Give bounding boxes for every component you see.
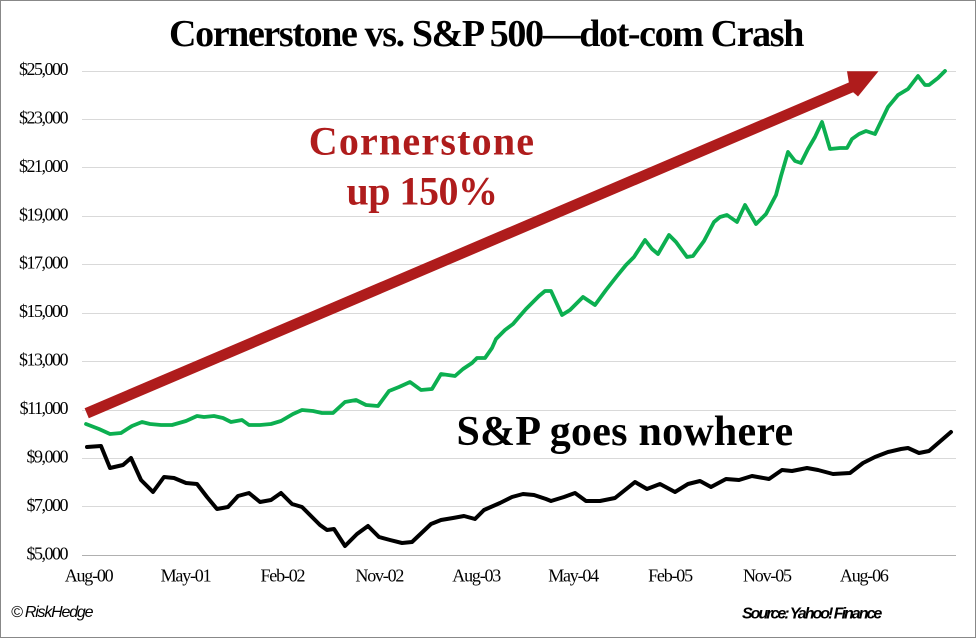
- svg-text:$25,000: $25,000: [19, 59, 69, 79]
- svg-text:Source: Yahoo! Finance: Source: Yahoo! Finance: [742, 606, 882, 623]
- svg-text:May-01: May-01: [161, 566, 211, 586]
- svg-text:S&P goes nowhere: S&P goes nowhere: [457, 409, 794, 455]
- svg-text:$5,000: $5,000: [27, 543, 69, 563]
- svg-text:Nov-05: Nov-05: [743, 566, 792, 586]
- svg-text:$15,000: $15,000: [19, 301, 69, 321]
- svg-text:Feb-02: Feb-02: [261, 566, 305, 586]
- svg-text:Aug-06: Aug-06: [840, 566, 889, 586]
- svg-text:© RiskHedge: © RiskHedge: [11, 604, 94, 621]
- svg-text:up 150%: up 150%: [347, 169, 498, 214]
- svg-text:Cornerstone vs. S&P 500—dot-co: Cornerstone vs. S&P 500—dot-com Crash: [169, 13, 804, 55]
- svg-text:Nov-02: Nov-02: [355, 566, 403, 586]
- svg-text:$7,000: $7,000: [27, 495, 69, 515]
- svg-text:$13,000: $13,000: [19, 350, 69, 370]
- svg-text:$9,000: $9,000: [27, 447, 69, 467]
- svg-text:Aug-00: Aug-00: [65, 566, 114, 586]
- svg-text:$23,000: $23,000: [19, 107, 69, 127]
- svg-text:May-04: May-04: [548, 566, 599, 586]
- svg-text:$19,000: $19,000: [19, 204, 69, 224]
- svg-text:$21,000: $21,000: [19, 156, 69, 176]
- svg-text:$17,000: $17,000: [19, 253, 69, 273]
- svg-text:Cornerstone: Cornerstone: [309, 119, 535, 164]
- svg-text:Feb-05: Feb-05: [648, 566, 693, 586]
- svg-text:Aug-03: Aug-03: [452, 566, 501, 586]
- svg-text:$11,000: $11,000: [20, 398, 69, 418]
